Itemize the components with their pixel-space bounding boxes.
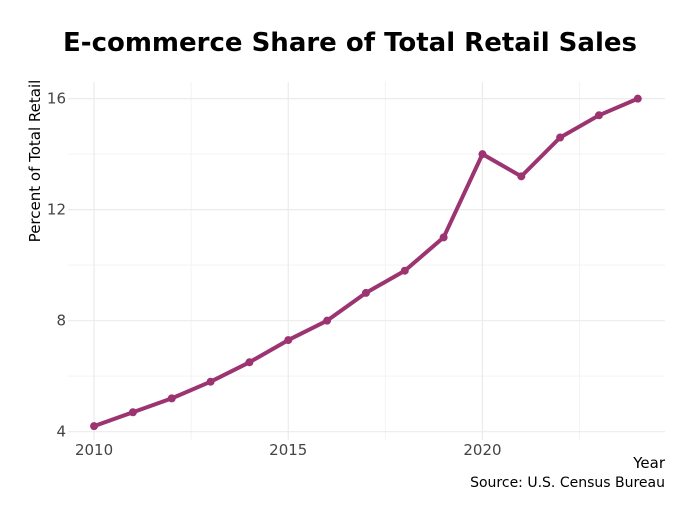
chart-title: E-commerce Share of Total Retail Sales bbox=[63, 28, 637, 58]
data-point-2022 bbox=[556, 133, 565, 142]
y-tick-label: 12 bbox=[47, 201, 66, 219]
y-axis-label: Percent of Total Retail bbox=[26, 80, 44, 243]
series-line bbox=[93, 96, 639, 429]
data-point-2013 bbox=[206, 377, 215, 386]
data-point-2012 bbox=[167, 394, 176, 403]
y-tick-label: 16 bbox=[47, 90, 66, 108]
tick-labels: 2010 2015 2020 4 8 12 16 bbox=[47, 90, 502, 459]
data-point-2020 bbox=[478, 150, 487, 159]
data-point-2010 bbox=[90, 422, 99, 431]
data-point-2014 bbox=[245, 358, 254, 367]
series bbox=[90, 94, 642, 431]
x-tick-label: 2010 bbox=[75, 441, 113, 459]
data-point-2023 bbox=[594, 111, 603, 120]
y-tick-label: 4 bbox=[56, 423, 66, 441]
data-point-2021 bbox=[517, 172, 526, 181]
data-point-2011 bbox=[128, 408, 137, 417]
source-caption: Source: U.S. Census Bureau bbox=[470, 475, 665, 491]
x-tick-label: 2015 bbox=[269, 441, 307, 459]
data-point-2015 bbox=[284, 336, 293, 345]
data-point-2018 bbox=[400, 266, 409, 275]
grid bbox=[68, 82, 665, 440]
data-point-2017 bbox=[361, 288, 370, 297]
data-point-2016 bbox=[323, 316, 332, 325]
x-axis-label: Year bbox=[632, 454, 666, 472]
data-point-2019 bbox=[439, 233, 448, 242]
data-point-2024 bbox=[633, 94, 642, 103]
x-tick-label: 2020 bbox=[463, 441, 501, 459]
y-tick-label: 8 bbox=[56, 312, 66, 330]
